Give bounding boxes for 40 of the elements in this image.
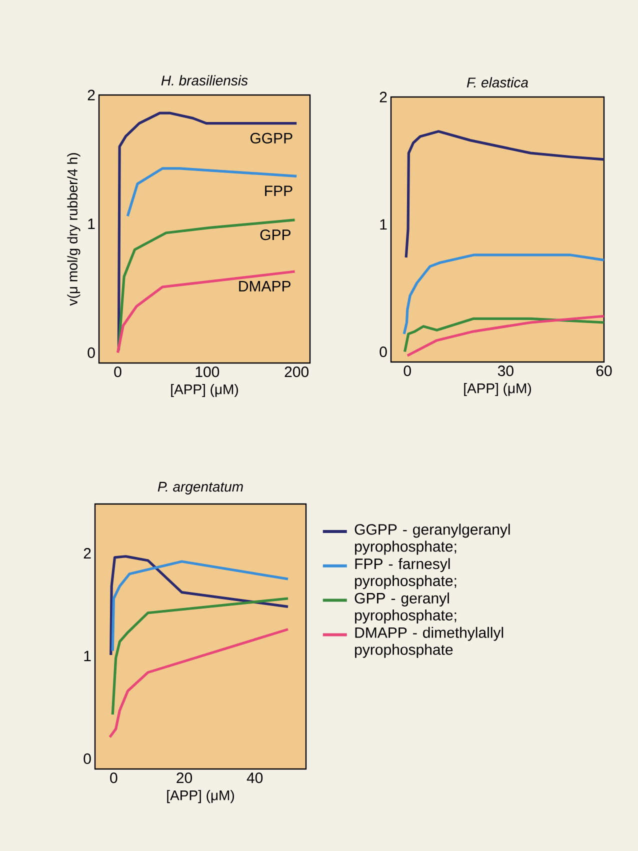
chart-title: F. elastica <box>466 77 528 88</box>
legend-label: FPP - farnesyl pyrophosphate; <box>355 558 456 590</box>
series-label: GGPP <box>250 132 292 144</box>
x-axis-title: [APP] (μM) <box>464 383 531 396</box>
line-series <box>126 167 298 218</box>
y-tick-label: 1 <box>88 218 95 229</box>
y-tick-label: 2 <box>380 92 387 102</box>
x-tick-label: 40 <box>246 772 263 784</box>
line-series <box>402 254 606 336</box>
y-tick-label: 1 <box>84 650 91 662</box>
x-tick-label: 20 <box>176 772 192 784</box>
x-tick-label: 0 <box>114 366 122 378</box>
y-axis-title: v(μ mol/g dry rubber/4 h) <box>67 153 80 306</box>
y-tick-label: 0 <box>88 347 95 358</box>
y-tick-label: 2 <box>88 90 95 100</box>
x-tick-label: 100 <box>196 366 220 378</box>
legend-label: GGPP - geranylgeranyl pyrophosphate; <box>354 524 510 555</box>
legend-label: GPP - geranyl pyrophosphate; <box>354 592 456 624</box>
x-axis-title: [APP] (μM) <box>167 790 234 804</box>
chart-title: H. brasiliensis <box>161 75 248 86</box>
x-axis-title: [APP] (μM) <box>171 384 238 398</box>
line-series <box>108 628 290 738</box>
x-tick-label: 0 <box>110 772 118 784</box>
legend-label: DMAPP - dimethylallyl pyrophosphate <box>355 626 504 658</box>
y-tick-label: 0 <box>84 753 91 764</box>
chart-title: P. argentatum <box>158 482 243 494</box>
line-series <box>111 597 290 716</box>
x-tick-label: 30 <box>498 366 514 376</box>
y-tick-label: 0 <box>380 346 387 358</box>
line-series <box>404 130 606 259</box>
series-label: FPP <box>265 186 292 196</box>
x-tick-label: 60 <box>596 366 612 376</box>
line-series <box>117 218 296 352</box>
line-series <box>116 270 296 354</box>
y-tick-label: 1 <box>380 219 387 230</box>
series-label: GPP <box>260 230 290 240</box>
y-tick-label: 2 <box>84 548 91 559</box>
x-tick-label: 200 <box>284 366 309 378</box>
x-tick-label: 0 <box>404 366 411 376</box>
series-label: DMAPP <box>239 281 290 292</box>
